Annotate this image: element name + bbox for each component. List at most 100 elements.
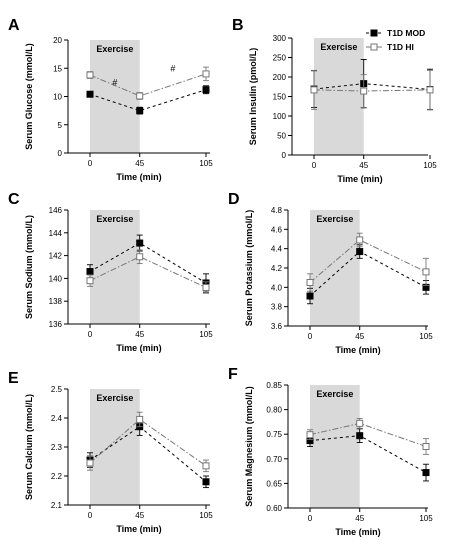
x-axis-title: Time (min) — [335, 345, 380, 355]
data-point — [202, 462, 210, 470]
data-point — [202, 70, 210, 78]
data-point — [426, 86, 434, 94]
data-point — [136, 415, 144, 423]
y-tick-label: 250 — [273, 54, 287, 63]
x-tick-label: 0 — [88, 159, 93, 168]
significance-mark: # — [170, 63, 175, 73]
y-tick-label: 144 — [49, 229, 63, 238]
series-line — [89, 242, 207, 284]
x-tick-label: 45 — [135, 159, 144, 168]
x-axis-title: Time (min) — [116, 343, 161, 353]
y-tick-label: 20 — [53, 36, 62, 45]
y-tick-label: 4.6 — [271, 225, 283, 234]
x-tick-label: 45 — [355, 332, 364, 341]
y-tick-label: 5 — [58, 121, 63, 130]
x-tick-label: 45 — [135, 511, 144, 520]
data-point — [360, 87, 368, 95]
x-tick-label: 0 — [308, 332, 313, 341]
exercise-shade — [314, 38, 364, 155]
series-t1d-hi — [306, 418, 430, 455]
data-point — [86, 459, 94, 467]
y-tick-label: 0.75 — [266, 430, 282, 439]
data-point — [356, 419, 364, 427]
x-axis-title: Time (min) — [116, 172, 161, 182]
y-tick-label: 3.6 — [271, 322, 283, 331]
x-tick-label: 105 — [199, 330, 213, 339]
data-point — [356, 248, 364, 256]
panel-a: Exercise 0 5 10 15 20 0 45 105 Time (min) Serum Gl… — [8, 17, 213, 182]
legend-marker — [370, 29, 378, 37]
series-t1d-hi — [86, 249, 210, 294]
data-point — [310, 86, 318, 94]
data-point — [306, 292, 314, 300]
x-tick-label: 0 — [88, 330, 93, 339]
panel-letter: E — [8, 370, 19, 387]
data-point — [356, 432, 364, 440]
x-tick-label: 0 — [88, 511, 93, 520]
x-tick-label: 105 — [199, 159, 213, 168]
y-tick-label: 15 — [53, 64, 62, 73]
y-tick-label: 146 — [49, 206, 63, 215]
legend-marker — [370, 43, 378, 51]
y-tick-label: 4.2 — [271, 264, 283, 273]
x-tick-label: 105 — [423, 161, 437, 170]
exercise-shade — [310, 385, 360, 508]
y-axis-title: Serum Potassium (mmol/L) — [244, 210, 254, 327]
significance-mark: # — [112, 77, 117, 87]
panel-e: Exercise 2.1 2.2 2.3 2.4 2.5 0 45 105 Time (min) S… — [8, 370, 213, 534]
y-tick-label: 0.65 — [266, 479, 282, 488]
y-tick-label: 4.4 — [271, 245, 283, 254]
y-axis-title: Serum Sodium (mmol/L) — [24, 215, 34, 319]
x-axis-title: Time (min) — [116, 524, 161, 534]
y-tick-label: 0 — [58, 149, 63, 158]
series-t1d-hi — [86, 66, 210, 100]
series-t1d-mod — [306, 428, 430, 482]
y-tick-label: 150 — [273, 93, 287, 102]
y-tick-label: 0 — [282, 151, 287, 160]
y-tick-label: 0.70 — [266, 455, 282, 464]
series-t1d-hi — [310, 69, 434, 110]
data-point — [422, 443, 430, 450]
series-line — [89, 73, 207, 97]
exercise-label: Exercise — [316, 214, 353, 224]
x-axis-title: Time (min) — [335, 527, 380, 537]
exercise-shade — [90, 389, 140, 505]
y-axis-title: Serum Glucose (mmol/L) — [24, 43, 34, 150]
data-point — [86, 268, 94, 276]
x-tick-label: 105 — [419, 514, 433, 523]
exercise-shade — [90, 210, 140, 324]
y-tick-label: 0.80 — [266, 406, 282, 415]
legend-label: T1D MOD — [387, 28, 425, 38]
y-tick-label: 140 — [49, 274, 63, 283]
y-tick-label: 4.8 — [271, 206, 283, 215]
y-tick-label: 200 — [273, 73, 287, 82]
panel-letter: A — [8, 17, 20, 34]
x-tick-label: 0 — [312, 161, 317, 170]
x-tick-label: 105 — [199, 511, 213, 520]
y-tick-label: 2.3 — [51, 443, 63, 452]
x-tick-label: 45 — [359, 161, 368, 170]
y-tick-label: 0.60 — [266, 504, 282, 513]
y-tick-label: 100 — [273, 112, 287, 121]
data-point — [136, 239, 144, 247]
data-point — [422, 469, 430, 477]
y-tick-label: 2.1 — [51, 501, 63, 510]
y-tick-label: 4.0 — [271, 283, 283, 292]
series-t1d-hi — [306, 232, 430, 292]
exercise-label: Exercise — [96, 214, 133, 224]
series-line — [89, 426, 207, 483]
x-tick-label: 105 — [419, 332, 433, 341]
series-t1d-mod — [86, 85, 210, 115]
y-tick-label: 136 — [49, 320, 63, 329]
data-point — [136, 107, 144, 115]
data-point — [136, 92, 144, 100]
data-point — [202, 284, 210, 292]
x-tick-label: 45 — [135, 330, 144, 339]
x-tick-label: 45 — [355, 514, 364, 523]
panel-letter: D — [228, 191, 240, 208]
y-axis-title: Serum Insulin (pmol/L) — [248, 48, 258, 146]
y-tick-label: 0.85 — [266, 381, 282, 390]
data-point — [136, 253, 144, 261]
legend: T1D MOD T1D HI — [366, 28, 425, 52]
data-point — [86, 90, 94, 98]
